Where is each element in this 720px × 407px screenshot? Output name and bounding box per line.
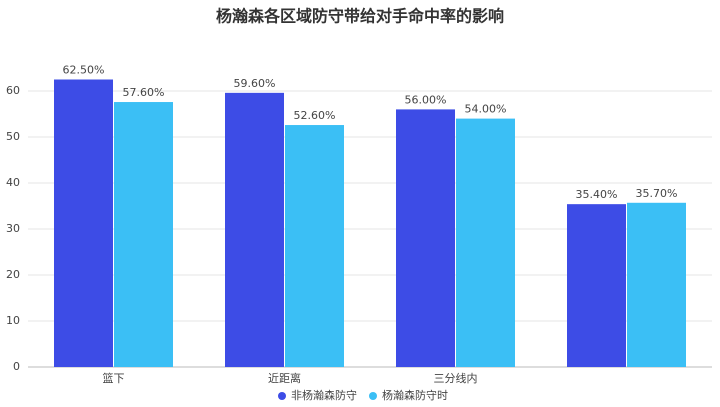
- y-tick-label: 60: [6, 84, 20, 97]
- y-tick-label: 50: [6, 130, 20, 143]
- y-tick-label: 20: [6, 268, 20, 281]
- value-label: 35.40%: [576, 188, 618, 201]
- x-tick-label: 篮下: [103, 371, 125, 385]
- bar: [114, 102, 173, 367]
- bar: [225, 92, 284, 367]
- x-tick-label: 三分线内: [434, 371, 478, 385]
- value-label: 62.50%: [63, 64, 105, 77]
- legend-marker: [369, 392, 377, 400]
- y-tick-label: 10: [6, 314, 20, 327]
- bar: [285, 125, 344, 367]
- legend-label: 非杨瀚森防守: [291, 388, 357, 402]
- bar: [54, 79, 113, 367]
- value-label: 54.00%: [465, 103, 507, 116]
- bar: [396, 109, 455, 368]
- y-tick-label: 0: [13, 360, 20, 373]
- value-label: 35.70%: [636, 187, 678, 200]
- value-label: 57.60%: [123, 86, 165, 99]
- x-tick-label: 近距离: [268, 371, 301, 385]
- y-tick-label: 30: [6, 222, 20, 235]
- value-label: 56.00%: [405, 93, 447, 106]
- legend-marker: [278, 392, 286, 400]
- chart-title: 杨瀚森各区域防守带给对手命中率的影响: [216, 7, 504, 26]
- y-tick-label: 40: [6, 176, 20, 189]
- legend-label: 杨瀚森防守时: [382, 388, 448, 402]
- value-label: 52.60%: [294, 109, 336, 122]
- bar: [456, 118, 515, 367]
- bar: [627, 202, 686, 367]
- value-label: 59.60%: [234, 77, 276, 90]
- bar: [567, 204, 626, 367]
